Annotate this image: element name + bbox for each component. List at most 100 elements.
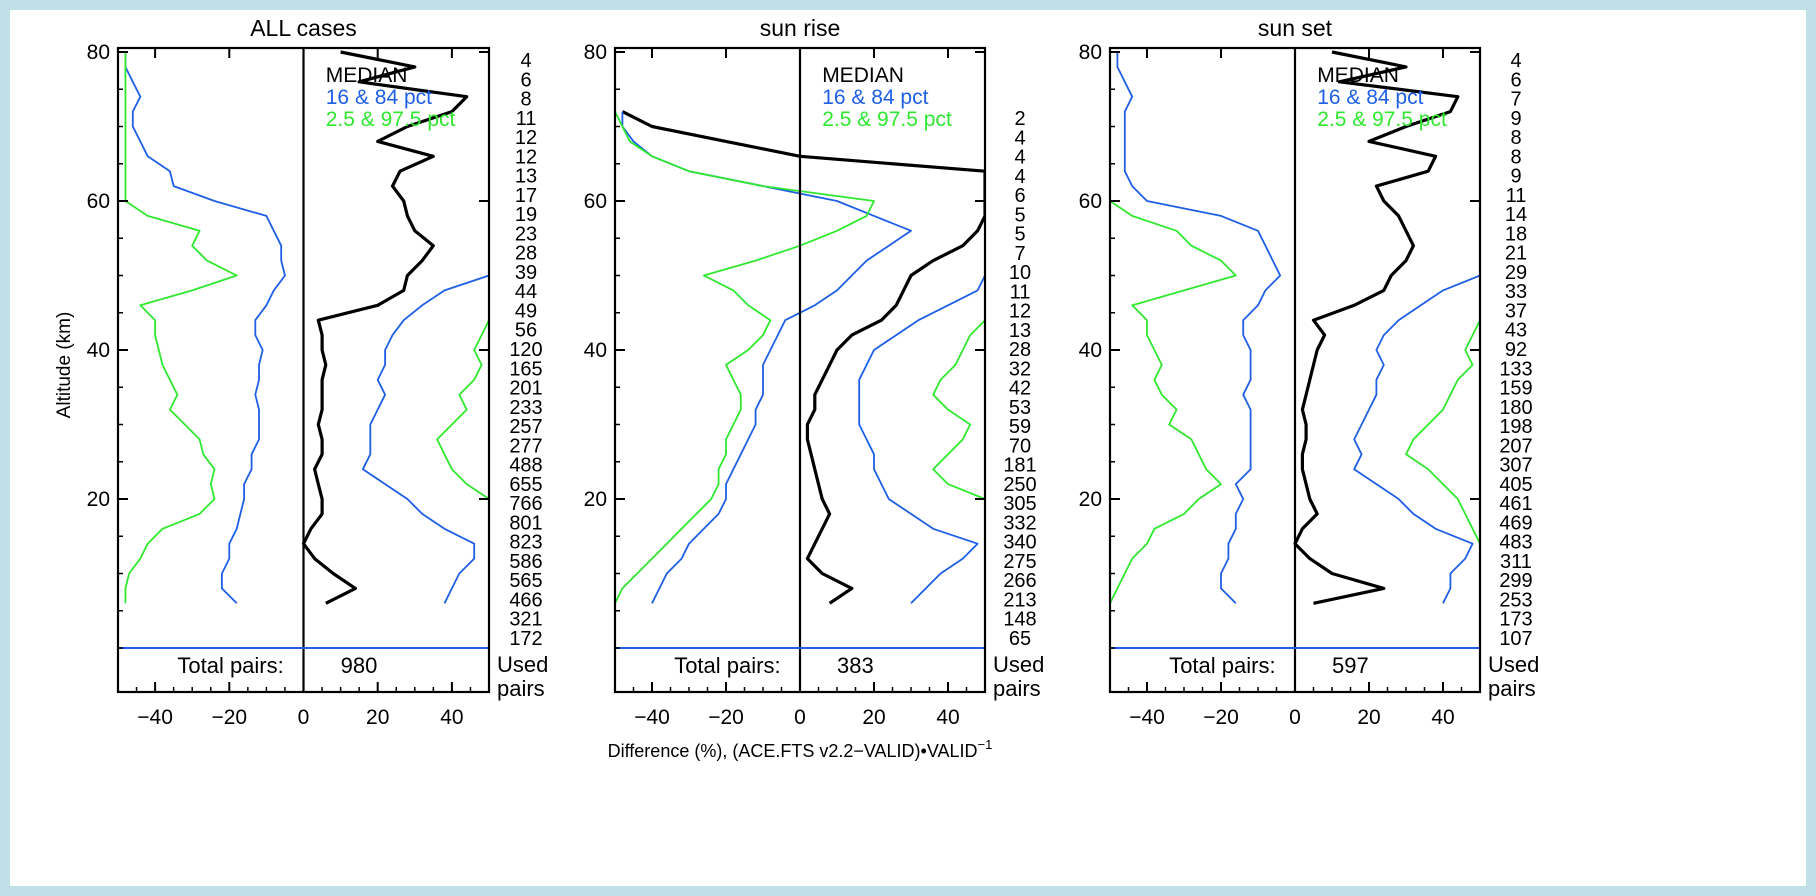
used-pairs-value: 23 — [515, 223, 537, 245]
used-pairs-value: 181 — [1003, 455, 1036, 477]
used-pairs-value: 466 — [509, 589, 542, 611]
used-pairs-value: 405 — [1499, 474, 1532, 496]
y-tick-label: 20 — [584, 488, 607, 511]
used-pairs-value: 53 — [1009, 397, 1031, 419]
y-tick-label: 60 — [584, 190, 607, 213]
used-pairs-value: 39 — [515, 262, 537, 284]
used-pairs-value: 29 — [1505, 262, 1527, 284]
used-pairs-value: 43 — [1505, 320, 1527, 342]
used-pairs-value: 28 — [1009, 339, 1031, 361]
data-lines — [1110, 50, 1480, 605]
panel-title: ALL cases — [250, 15, 357, 41]
used-pairs-value: 469 — [1499, 512, 1532, 534]
used-pairs-value: 4 — [1014, 147, 1025, 169]
used-pairs-value: 340 — [1003, 532, 1036, 554]
used-pairs-label: Used — [993, 652, 1044, 677]
legend-item: 16 & 84 pct — [1317, 86, 1423, 109]
used-pairs-label: pairs — [993, 676, 1041, 701]
y-tick-label: 60 — [87, 190, 110, 213]
used-pairs-value: 207 — [1499, 435, 1532, 457]
x-tick-label: −20 — [1203, 706, 1239, 729]
used-pairs-value: 70 — [1009, 435, 1031, 457]
used-pairs-value: 253 — [1499, 589, 1532, 611]
used-pairs-value: 299 — [1499, 570, 1532, 592]
series-line-84-pct — [361, 52, 489, 604]
used-pairs-value: 13 — [1009, 320, 1031, 342]
total-pairs-value: 980 — [341, 653, 378, 678]
used-pairs-value: 33 — [1505, 281, 1527, 303]
used-pairs-value: 12 — [1009, 301, 1031, 323]
used-pairs-value: 9 — [1510, 108, 1521, 130]
used-pairs-value: 120 — [509, 339, 542, 361]
used-pairs-value: 823 — [509, 532, 542, 554]
used-pairs-value: 5 — [1014, 224, 1025, 246]
legend-item: 16 & 84 pct — [326, 86, 432, 109]
y-tick-label: 60 — [1079, 190, 1102, 213]
x-tick-label: −20 — [708, 706, 744, 729]
y-tick-label: 80 — [584, 41, 607, 64]
used-pairs-value: 257 — [509, 416, 542, 438]
used-pairs-label: pairs — [497, 676, 545, 701]
used-pairs-value: 44 — [515, 281, 537, 303]
series-line-97-5-pct — [932, 111, 985, 604]
legend-item: MEDIAN — [1317, 64, 1399, 87]
used-pairs-value: 655 — [509, 474, 542, 496]
x-tick-label: 0 — [1289, 706, 1301, 729]
total-pairs-value: 383 — [837, 653, 874, 678]
used-pairs-value: 250 — [1003, 474, 1036, 496]
legend-item: 2.5 & 97.5 pct — [1317, 108, 1447, 131]
used-pairs-value: 305 — [1003, 493, 1036, 515]
used-pairs-value: 28 — [515, 243, 537, 265]
y-tick-label: 40 — [1079, 339, 1102, 362]
used-pairs-value: 56 — [515, 320, 537, 342]
series-line-97-5-pct — [436, 52, 489, 604]
series-line-median — [621, 110, 985, 605]
total-pairs-label: Total pairs: — [1169, 653, 1275, 678]
used-pairs-value: 332 — [1003, 512, 1036, 534]
total-pairs-label: Total pairs: — [177, 653, 283, 678]
used-pairs-value: 213 — [1003, 589, 1036, 611]
used-pairs-value: 483 — [1499, 532, 1532, 554]
used-pairs-value: 321 — [509, 609, 542, 631]
panel-title: sun rise — [760, 15, 841, 41]
used-pairs-value: 7 — [1510, 89, 1521, 111]
series-line-2-5-pct — [1110, 52, 1237, 604]
series-line-84-pct — [858, 111, 985, 604]
y-tick-label: 80 — [87, 41, 110, 64]
used-pairs-value: 565 — [509, 570, 542, 592]
used-pairs-value: 201 — [509, 378, 542, 400]
series-line-median — [301, 50, 469, 605]
used-pairs-label: Used — [497, 652, 548, 677]
used-pairs-value: 6 — [520, 69, 531, 91]
used-pairs-value: 2 — [1014, 108, 1025, 130]
used-pairs-value: 4 — [1014, 166, 1025, 188]
total-pairs-value: 597 — [1332, 653, 1369, 678]
used-pairs-value: 488 — [509, 455, 542, 477]
legend-item: 16 & 84 pct — [822, 86, 928, 109]
used-pairs-value: 59 — [1009, 416, 1031, 438]
used-pairs-value: 198 — [1499, 416, 1532, 438]
data-lines — [124, 50, 489, 605]
series-line-2-5-pct — [615, 111, 875, 604]
used-pairs-value: 233 — [509, 397, 542, 419]
x-tick-label: 20 — [862, 706, 885, 729]
used-pairs-value: 107 — [1499, 628, 1532, 650]
used-pairs-value: 8 — [1510, 127, 1521, 149]
y-tick-label: 40 — [584, 339, 607, 362]
x-tick-label: −40 — [137, 706, 173, 729]
series-line-84-pct — [1353, 52, 1480, 604]
legend-item: 2.5 & 97.5 pct — [326, 108, 456, 131]
panel-title: sun set — [1258, 15, 1333, 41]
used-pairs-value: 180 — [1499, 397, 1532, 419]
series-line-median — [1293, 50, 1460, 605]
used-pairs-value: 275 — [1003, 551, 1036, 573]
x-tick-label: −40 — [634, 706, 670, 729]
y-tick-label: 20 — [87, 488, 110, 511]
used-pairs-value: 8 — [1510, 146, 1521, 168]
legend-item: MEDIAN — [822, 64, 904, 87]
used-pairs-value: 12 — [515, 146, 537, 168]
